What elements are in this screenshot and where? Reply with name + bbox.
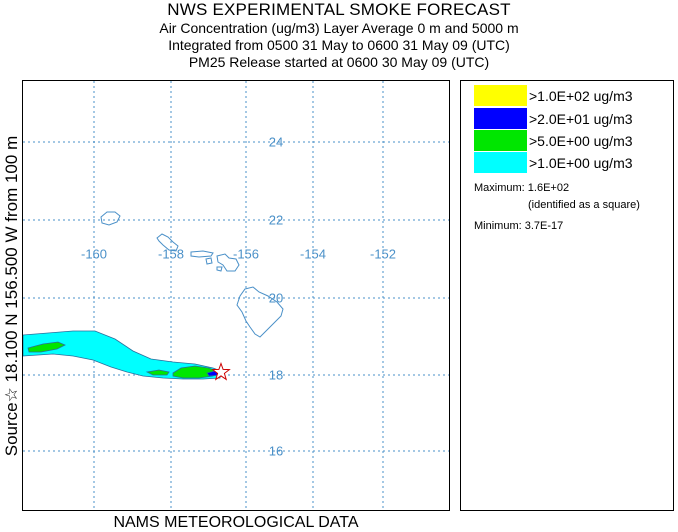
lon-label--160: -160 — [80, 246, 108, 262]
plume-cyan — [23, 330, 222, 380]
legend-label-yellow: >1.0E+02 ug/m3 — [529, 88, 633, 104]
subtitle-release: PM25 Release started at 0600 30 May 09 (… — [188, 54, 490, 70]
subtitle-layer: Air Concentration (ug/m3) Layer Average … — [159, 20, 519, 36]
map-panel: 24 22 20 18 16 -160 -158 -156 -154 -152 — [22, 80, 450, 511]
legend-label-blue: >2.0E+01 ug/m3 — [529, 111, 633, 127]
island-lanai — [205, 257, 213, 265]
legend-swatch-cyan — [474, 152, 527, 173]
lon-label--158: -158 — [157, 246, 185, 262]
island-hawaii — [236, 286, 284, 338]
lon-label--156: -156 — [232, 246, 260, 262]
star-icon — [211, 362, 231, 381]
lat-label-16: 16 — [268, 443, 284, 459]
footer-credit: NAMS METEOROLOGICAL DATA — [113, 514, 359, 531]
plume-green-mid — [145, 369, 170, 376]
legend-label-cyan: >1.0E+00 ug/m3 — [529, 155, 633, 171]
legend-maximum: Maximum: 1.6E+02 — [474, 182, 570, 194]
island-maui — [216, 253, 240, 272]
map-canvas — [23, 81, 449, 510]
legend-swatch-yellow — [474, 85, 527, 106]
lat-label-20: 20 — [268, 290, 284, 306]
island-oahu — [156, 233, 179, 252]
source-label: Source☆ 18.100 N 156.500 W from 100 m — [2, 135, 21, 457]
lat-label-24: 24 — [268, 134, 284, 150]
lon-label--154: -154 — [299, 246, 327, 262]
subtitle-integration: Integrated from 0500 31 May to 0600 31 M… — [168, 37, 510, 53]
island-molokai — [190, 250, 214, 258]
legend-maximum-note: (identified as a square) — [528, 199, 640, 211]
island-kahoolawe — [216, 266, 223, 272]
graticule — [23, 81, 449, 510]
lon-label--152: -152 — [369, 246, 397, 262]
legend-panel: >1.0E+02 ug/m3 >2.0E+01 ug/m3 >5.0E+00 u… — [460, 80, 674, 511]
lat-label-22: 22 — [268, 212, 284, 228]
plume-green-west — [27, 341, 66, 353]
page-title: NWS EXPERIMENTAL SMOKE FORECAST — [167, 0, 511, 19]
island-kauai — [100, 211, 121, 226]
legend-swatch-green — [474, 130, 527, 151]
legend-minimum: Minimum: 3.7E-17 — [474, 220, 564, 232]
lat-label-18: 18 — [268, 367, 284, 383]
coastlines — [100, 211, 284, 338]
legend-swatch-blue — [474, 108, 527, 129]
legend-label-green: >5.0E+00 ug/m3 — [529, 133, 633, 149]
